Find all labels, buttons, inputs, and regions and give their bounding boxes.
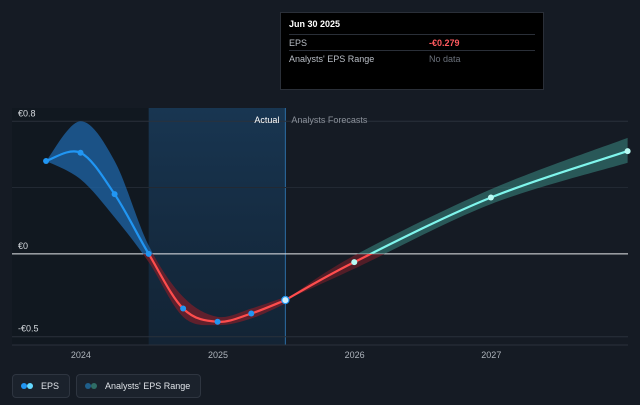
tooltip-row-range: Analysts' EPS Range No data: [289, 50, 535, 66]
tooltip-eps-label: EPS: [289, 38, 308, 48]
eps-point-5: [214, 318, 221, 325]
eps-point-7: [281, 295, 290, 305]
legend-range-label: Analysts' EPS Range: [105, 381, 191, 391]
tooltip-eps-value: -€0.279: [429, 38, 460, 48]
eps-point-4: [180, 305, 187, 312]
eps-point-2: [111, 191, 118, 198]
eps-point-3: [145, 250, 152, 257]
y-tick-label-1: €0: [18, 241, 28, 251]
x-tick-label-1: 2025: [208, 350, 228, 360]
tooltip-range-label: Analysts' EPS Range: [289, 54, 375, 64]
range-band-forecast-negative: [285, 253, 385, 301]
eps-point-0: [43, 158, 50, 165]
range-band-actual-positive: [46, 121, 154, 254]
range-swatch-icon: [85, 383, 99, 389]
x-tick-label-3: 2027: [481, 350, 501, 360]
eps-swatch-icon: [21, 383, 35, 389]
label-layer: €0.8 €0 -€0.5 2024 2025 2026 2027 Actual Analyst…: [18, 108, 501, 360]
forecast-line-positive: [368, 150, 628, 254]
y-tick-label-2: -€0.5: [18, 324, 39, 334]
y-tick-label-0: €0.8: [18, 108, 36, 118]
eps-line-positive: [45, 150, 150, 254]
tooltip-range-value: No data: [429, 54, 461, 64]
forecast-point-3: [624, 148, 631, 155]
x-tick-label-0: 2024: [71, 350, 91, 360]
legend: EPS Analysts' EPS Range: [12, 374, 202, 398]
bands-layer: [12, 108, 286, 345]
forecast-point-2: [487, 194, 494, 201]
hover-tooltip: Jun 30 2025 EPS -€0.279 Analysts' EPS Ra…: [280, 12, 544, 90]
line-layer: [45, 150, 628, 323]
region-label-forecast: Analysts Forecasts: [291, 115, 368, 125]
eps-line-negative: [147, 253, 286, 323]
eps-point-1: [77, 149, 84, 156]
eps-point-6: [248, 310, 255, 317]
legend-item-eps[interactable]: EPS: [12, 374, 71, 398]
forecast-line-negative: [284, 253, 374, 302]
legend-item-range[interactable]: Analysts' EPS Range: [76, 374, 202, 398]
point-layer: [43, 148, 631, 325]
tooltip-row-eps: EPS -€0.279: [289, 34, 535, 50]
forecast-point-1: [351, 259, 358, 266]
range-band-actual-negative: [142, 253, 286, 326]
tooltip-date: Jun 30 2025: [289, 19, 341, 29]
x-tick-label-2: 2026: [345, 350, 365, 360]
region-label-actual: Actual: [254, 115, 279, 125]
legend-eps-label: EPS: [41, 381, 60, 391]
